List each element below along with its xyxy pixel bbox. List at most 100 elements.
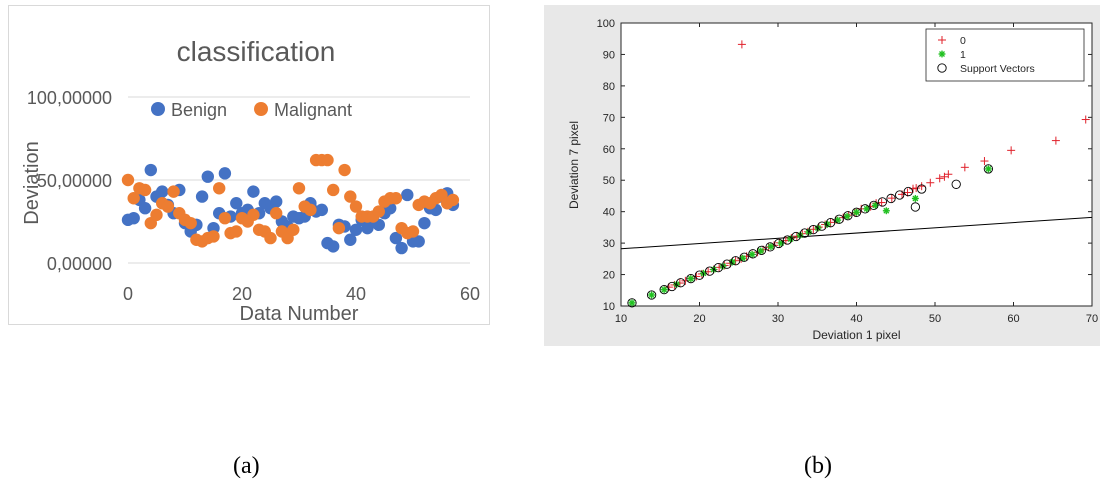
chart-a-point-benign [156, 185, 169, 198]
chart-b-series-class-1-point-d2 [912, 195, 919, 202]
chart-b-series-class-1-point-d2 [661, 286, 668, 293]
chart-b-series-support-vectors-point [895, 190, 905, 200]
chart-b-xtick-label: 10 [615, 313, 627, 325]
chart-a-point-benign [218, 167, 232, 180]
chart-a-point-malignant [138, 183, 152, 197]
chart-a-xtick-label: 60 [460, 284, 480, 304]
chart-b-series-class-1-point [911, 194, 919, 202]
chart-b-series-class-1-point-d2 [687, 275, 694, 282]
chart-a-ytick-label: 100,00000 [27, 88, 112, 108]
chart-b-series-support-vectors-point [791, 231, 801, 242]
chart-b-xtick-label: 70 [1086, 313, 1098, 325]
chart-a-point-benign [144, 163, 157, 177]
chart-b-series-class-0-point [909, 184, 918, 193]
chart-b-series-class-1-point-d2 [648, 292, 655, 298]
chart-b-series-support-vectors-point [774, 238, 784, 249]
chart-b-legend-marker [938, 50, 946, 58]
chart-b-series-support-vectors-point [808, 224, 818, 235]
chart-a-xtick-label: 0 [123, 284, 133, 304]
chart-b-legend-label: Support Vectors [960, 63, 1035, 75]
chart-a-ytick-label: 50,00000 [37, 171, 112, 191]
chart-b-series-class-0-point [1051, 136, 1060, 145]
chart-b-ylabel: Deviation 7 pixel [567, 121, 581, 209]
chart-b-series-support-vectors [627, 164, 994, 308]
chart-a-point-malignant [121, 173, 135, 187]
chart-a-point-malignant [247, 208, 260, 222]
chart-b-series-class-1-point-fill [767, 243, 774, 250]
chart-b-series-class-0-point [960, 163, 969, 172]
chart-a-point-malignant [230, 225, 243, 238]
chart-b-series-class-0-point [935, 174, 944, 183]
chart-b-series-support-vectors-point [765, 242, 775, 252]
chart-a-point-malignant [338, 163, 351, 177]
chart-b-series-support-vectors-point [705, 266, 715, 276]
chart-b-series-class-1-point-fill [985, 165, 992, 172]
chart-a-title: classification [177, 36, 336, 67]
chart-b-xtick-label: 20 [693, 313, 705, 325]
chart-b-series-class-1-point-d2 [768, 243, 774, 250]
chart-b-series-class-0-point [917, 182, 926, 191]
chart-b-series-class-1-point-fill [844, 213, 851, 220]
chart-b-series-class-1-point-fill [863, 205, 870, 212]
chart-a-point-benign [349, 223, 363, 236]
chart-b-ytick-label: 70 [603, 112, 615, 124]
chart-b-series-support-vectors-point [659, 284, 669, 295]
chart-b-series-class-1-point [687, 275, 695, 283]
chart-b-series-class-1-point [843, 212, 851, 220]
chart-a-point-malignant [406, 225, 420, 238]
chart-b-series-class-1-point-d2 [863, 205, 870, 212]
chart-a-point-malignant [264, 231, 277, 245]
chart-a-series-malignant [121, 153, 460, 248]
chart-b-legend-label: 0 [960, 35, 966, 47]
chart-a-point-benign [412, 235, 425, 248]
chart-b-series-class-0-point [940, 172, 949, 181]
chart-b-series-class-1-point-fill [853, 209, 860, 216]
chart-b-series-class-1-point-d2 [844, 213, 851, 220]
chart-b-series-class-1-point [648, 291, 656, 299]
chart-b-xtick-label: 30 [772, 313, 784, 325]
chart-b-series-support-vectors-point [843, 211, 853, 221]
chart-b-series-support-vectors-point [667, 281, 677, 292]
chart-b-ytick-label: 40 [603, 207, 615, 219]
chart-a-point-malignant [161, 200, 175, 213]
chart-b-series-class-1-point [748, 250, 756, 258]
chart-b-series-class-1-point-fill [872, 202, 879, 209]
chart-b-series-class-1-point [767, 243, 775, 251]
chart-b-series-support-vectors-point [910, 202, 921, 212]
chart-b-legend-marker [937, 63, 947, 73]
chart-b-decision-boundary [620, 216, 1093, 250]
chart-b-series-class-1-point-fill [912, 195, 919, 202]
chart-a-point-malignant [344, 190, 357, 203]
chart-b-series-support-vectors-point [782, 235, 793, 245]
chart-b-series-class-1-point-fill [883, 207, 890, 214]
chart-a-legend-label: Benign [171, 100, 227, 120]
chart-b-series-class-1-point-d2 [629, 299, 635, 306]
chart-b-xtick-label: 60 [1007, 313, 1019, 325]
chart-b-series-support-vectors-point [917, 184, 927, 194]
chart-b-series-class-0-point [692, 272, 701, 281]
chart-a-point-malignant [287, 223, 300, 236]
chart-b-legend-point-fill [939, 51, 945, 57]
chart-b-series-class-0-point [887, 194, 896, 203]
chart-b-series-class-1-point-fill [628, 299, 635, 306]
chart-b-series-support-vectors-point [825, 218, 836, 228]
chart-b-series-class-1-point [882, 207, 890, 215]
chart-a-point-benign [401, 188, 414, 202]
chart-b-series-class-0-point [980, 157, 989, 166]
chart-b-series-support-vectors-point [756, 245, 767, 255]
chart-a-point-benign [138, 202, 152, 215]
chart-a-xtick-label: 20 [232, 284, 252, 304]
chart-b-svm-scatter: 10 20 30 40 50 60 70102030405060708090100Devia… [567, 18, 1098, 342]
chart-b-legend-label: 1 [960, 49, 966, 61]
chart-b-series-class-1-point-d2 [985, 165, 992, 172]
chart-b-series-class-1-point-d2 [749, 251, 756, 258]
chart-b-series-class-1-point-fill [739, 255, 746, 262]
chart-b-series-support-vectors-point [869, 200, 879, 211]
chart-b-series-support-vectors-point [627, 298, 637, 308]
chart-a-legend-marker [151, 102, 165, 116]
chart-b-series-class-1-point-fill [687, 275, 694, 282]
chart-a-ytick-label: 0,00000 [47, 254, 112, 274]
chart-b-legend-point [937, 63, 947, 73]
chart-b-series-support-vectors-point [730, 256, 741, 266]
chart-b-series-class-1-point-fill [749, 251, 756, 258]
